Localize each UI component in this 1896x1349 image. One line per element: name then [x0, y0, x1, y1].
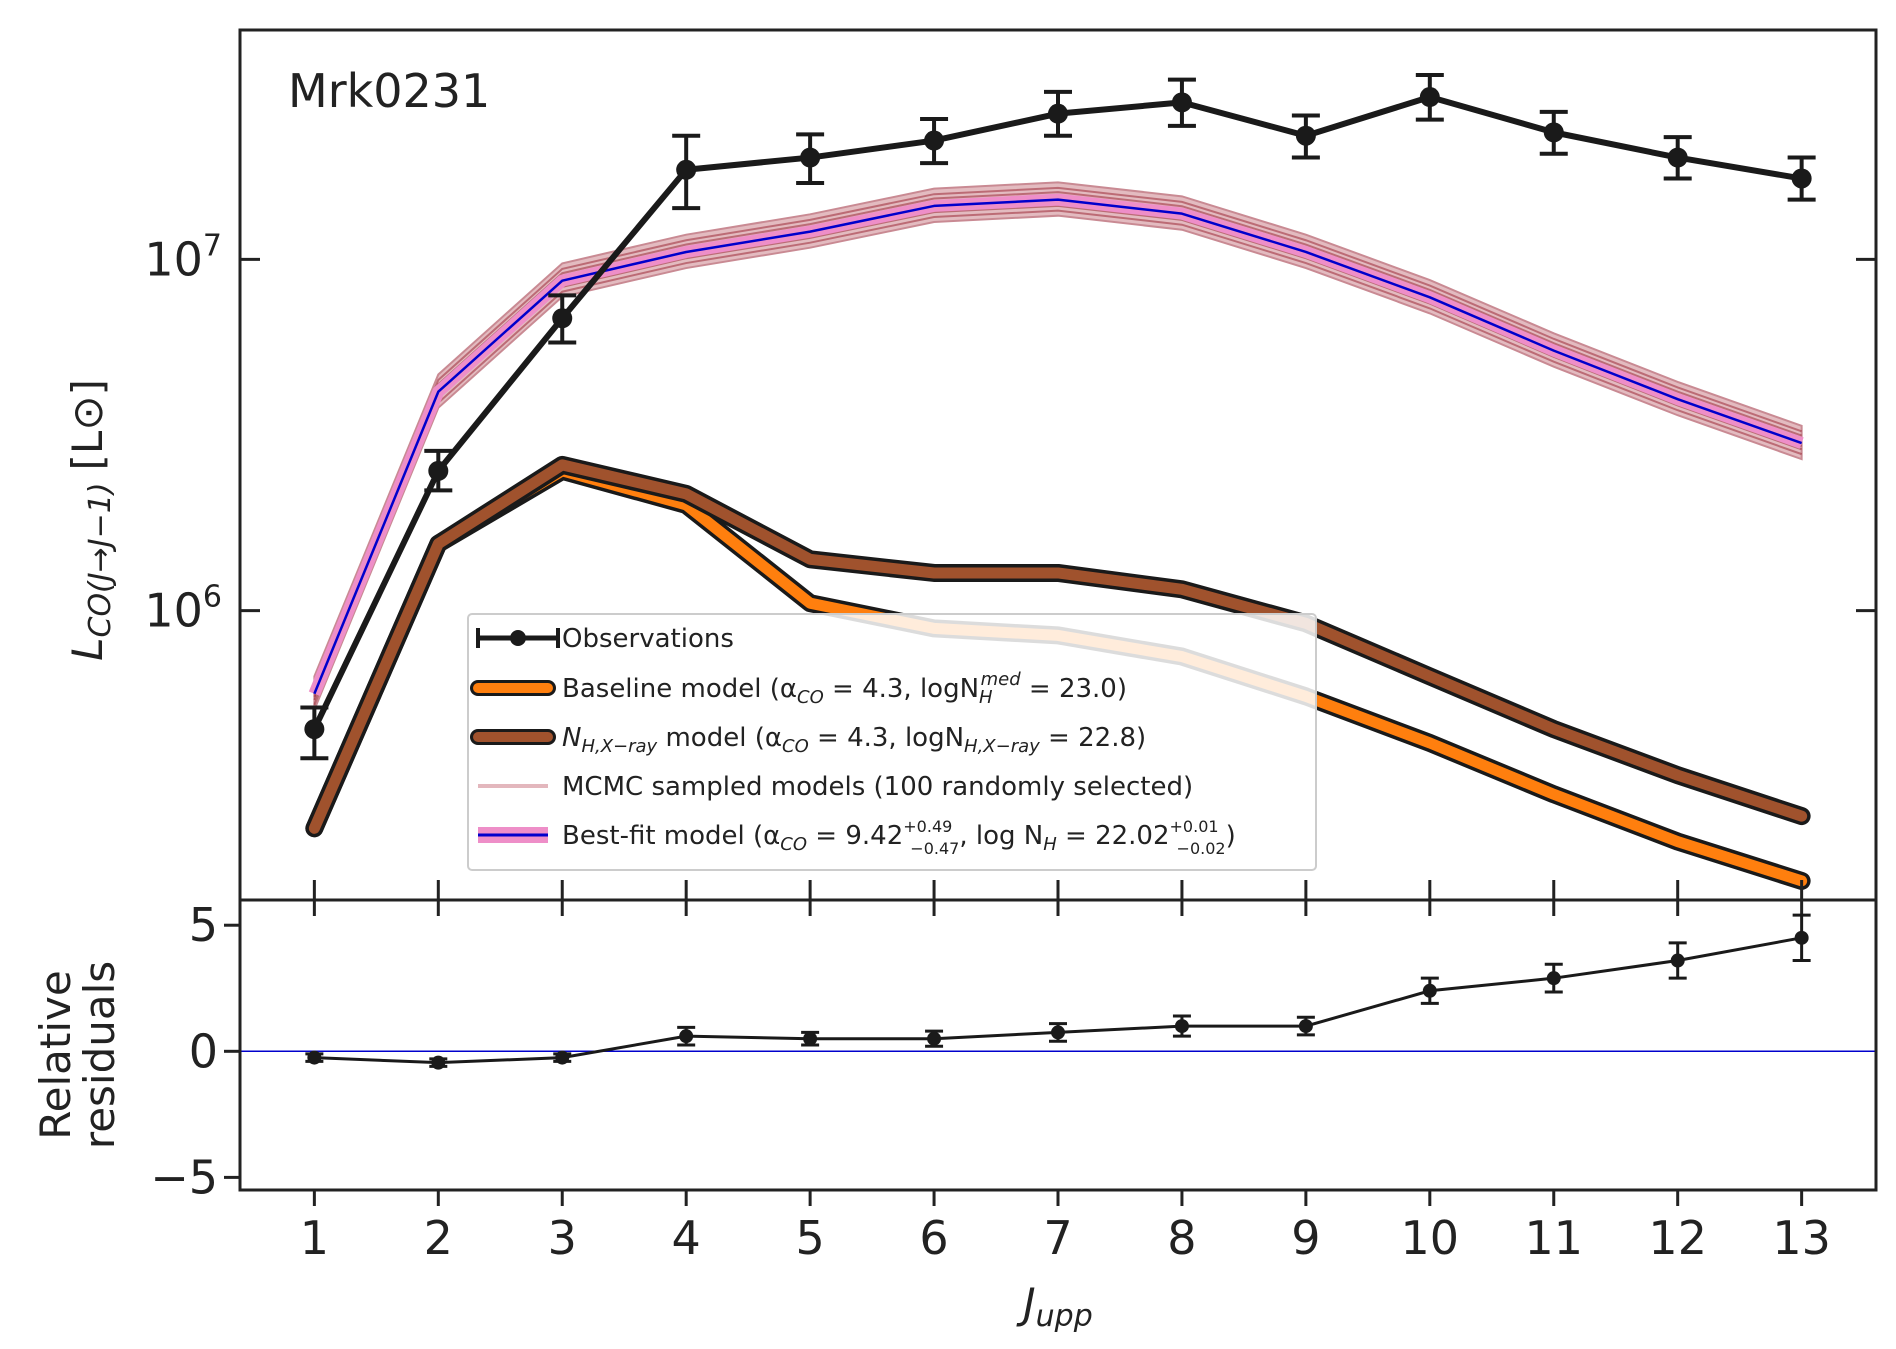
residual-point: [555, 1050, 570, 1065]
residuals-y-axis-title-line1: Relative: [31, 970, 80, 1139]
legend-frame: [467, 613, 1317, 871]
x-tick-label: 6: [919, 1211, 948, 1265]
ylabel-sub: CO(J→J−1): [83, 482, 118, 637]
residual-point: [431, 1055, 446, 1070]
legend-entry-observations: Observations: [476, 624, 734, 654]
x-tick-label: 10: [1401, 1211, 1460, 1265]
x-tick-label: 3: [548, 1211, 577, 1265]
panel-title: Mrk0231: [288, 64, 490, 118]
residual-point: [1670, 953, 1685, 968]
observation-point: [1667, 147, 1688, 168]
observation-point: [1171, 92, 1192, 113]
legend-label-nhx: NH,X−ray model (αCO = 4.3, logNH,X−ray =…: [562, 723, 1146, 757]
residual-point: [927, 1031, 942, 1046]
legend-label-observations: Observations: [562, 624, 734, 654]
residuals-x-ticks: 1 2 3 4 5 6 7 8 9 10 11 12 13: [300, 1190, 1831, 1265]
residual-point: [803, 1031, 818, 1046]
x-tick-label: 9: [1291, 1211, 1320, 1265]
observation-point: [800, 147, 821, 168]
observation-point: [924, 130, 945, 151]
residual-y-tick-label: 0: [189, 1024, 218, 1078]
model-lines: [305, 455, 1811, 890]
mcmc-sample-line-6: [313, 186, 1802, 683]
residuals-y-axis-title-line2: residuals: [75, 961, 124, 1149]
x-tick-label: 8: [1167, 1211, 1196, 1265]
x-tick-label: 7: [1043, 1211, 1072, 1265]
main-x-ticks: [312, 880, 1804, 916]
residuals-panel-frame: [238, 898, 1878, 1192]
legend: Observations Baseline model (αCO = 4.3, …: [467, 613, 1317, 871]
main-panel: 106 107 Mrk0231 LCO(J→J−1) [L⊙] Observatio…: [63, 28, 1878, 916]
bestfit-line: [313, 198, 1803, 695]
legend-marker: [510, 630, 526, 646]
legend-label-baseline: Baseline model (αCO = 4.3, logNHmed = 23…: [562, 669, 1127, 708]
residual-point: [1174, 1019, 1189, 1034]
ylabel-main: L: [63, 638, 112, 661]
mcmc-band: [308, 181, 1804, 711]
x-tick-label: 13: [1772, 1211, 1831, 1265]
residual-point: [679, 1029, 694, 1044]
observation-point: [1791, 168, 1812, 189]
x-tick-label: 5: [795, 1211, 824, 1265]
x-tick-label: 11: [1524, 1211, 1583, 1265]
residual-point: [307, 1050, 322, 1065]
residual-line: [314, 936, 1802, 1065]
mcmc-sample-line-5: [313, 191, 1802, 687]
legend-entry-nhx: NH,X−ray model (αCO = 4.3, logNH,X−ray =…: [470, 723, 1146, 757]
legend-entry-bestfit: Best-fit model (αCO = 9.42+0.49 −0.47, lo…: [478, 817, 1236, 858]
observation-point: [1419, 87, 1440, 108]
observation-point: [304, 719, 325, 740]
x-tick-label: 4: [672, 1211, 701, 1265]
residual-point: [1422, 983, 1437, 998]
observation-point: [428, 460, 449, 481]
main-y-axis-title: LCO(J→J−1) [L⊙]: [63, 379, 118, 661]
residual-point: [1794, 930, 1809, 945]
residual-y-tick-label: 5: [189, 898, 218, 952]
observation-point: [1048, 103, 1068, 124]
main-y-tick-label: 106: [144, 580, 222, 638]
legend-label-bestfit: Best-fit model (αCO = 9.42+0.49 −0.47, lo…: [562, 817, 1236, 858]
residual-point: [1546, 971, 1561, 986]
legend-entry-mcmc: MCMC sampled models (100 randomly select…: [478, 772, 1193, 802]
residuals-panel: −505 1 2 3 4 5 6 7 8 9 10 11 12 13 Relative residual…: [31, 898, 1878, 1265]
legend-entry-baseline: Baseline model (αCO = 4.3, logNHmed = 23…: [470, 669, 1127, 708]
x-axis-title: Jupp: [1016, 1279, 1093, 1334]
nhx-model-line: [308, 459, 1808, 834]
x-tick-label: 1: [300, 1211, 329, 1265]
ylabel-unit: [L⊙]: [63, 379, 112, 470]
residual-point: [1298, 1019, 1313, 1034]
x-tick-label: 2: [424, 1211, 453, 1265]
x-tick-label: 12: [1648, 1211, 1707, 1265]
residuals-y-ticks: −5 0 5: [150, 898, 240, 1204]
observation-point: [1295, 125, 1316, 146]
mcmc-sample-line-1: [313, 209, 1802, 706]
main-y-ticks: 106 107: [144, 228, 1876, 638]
main-y-tick-label: 107: [144, 228, 222, 286]
residuals-series: [240, 913, 1876, 1070]
observation-point: [1543, 122, 1564, 143]
residual-y-tick-label: −5: [150, 1150, 218, 1204]
mcmc-envelope: [313, 181, 1803, 711]
observations-series: [300, 73, 1816, 761]
observation-point: [676, 159, 697, 180]
legend-label-mcmc: MCMC sampled models (100 randomly select…: [562, 772, 1193, 802]
residual-point: [1051, 1025, 1065, 1040]
observation-point: [552, 308, 573, 329]
